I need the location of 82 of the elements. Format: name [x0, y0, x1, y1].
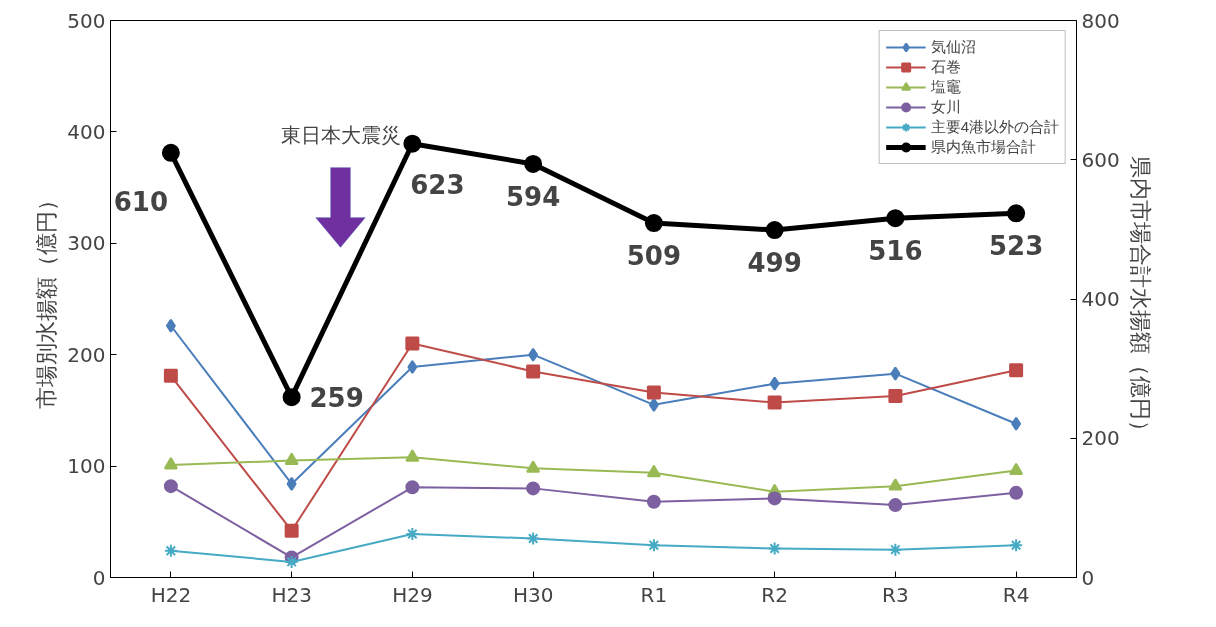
- y-tick-label: 500: [67, 8, 106, 33]
- y2-tick-label: 600: [1081, 147, 1120, 172]
- point: [1009, 538, 1024, 553]
- legend-label: 塩竈: [930, 77, 961, 97]
- data-label: 516: [868, 236, 923, 267]
- x-tick-label: R3: [882, 582, 909, 607]
- point: [161, 143, 180, 162]
- x-tick-label: H22: [150, 582, 192, 607]
- point: [163, 543, 178, 558]
- point: [888, 542, 903, 557]
- y2-tick-label: 200: [1081, 426, 1120, 451]
- point: [1011, 416, 1022, 431]
- point: [646, 538, 661, 553]
- point: [405, 449, 420, 462]
- x-tick-label: R2: [761, 582, 788, 607]
- point: [769, 376, 780, 391]
- y2-tick-label: 400: [1081, 287, 1120, 311]
- point: [644, 214, 663, 233]
- point: [163, 368, 178, 383]
- point: [767, 395, 782, 410]
- annotation: 東日本大震災: [280, 122, 401, 147]
- point: [526, 460, 541, 473]
- point: [1009, 462, 1024, 476]
- point: [286, 476, 297, 491]
- x-tick-label: R4: [1002, 582, 1030, 607]
- legend-label: 気仙沼: [930, 37, 976, 57]
- y2-tick-label: 0: [1081, 565, 1095, 590]
- point: [524, 154, 543, 173]
- y-axis-title: 市場別水揚額（億円）: [34, 189, 60, 409]
- x-tick-label: R1: [640, 582, 668, 607]
- point: [405, 527, 420, 542]
- point: [765, 221, 784, 240]
- point: [767, 491, 782, 506]
- point: [767, 541, 782, 556]
- point: [648, 397, 659, 412]
- x-tick-label: H23: [271, 582, 312, 607]
- point: [163, 479, 178, 494]
- point: [1009, 485, 1024, 500]
- y-tick-label: 0: [92, 565, 106, 590]
- point: [284, 554, 299, 569]
- y-tick-label: 200: [67, 342, 106, 367]
- point: [526, 531, 541, 546]
- point: [1009, 363, 1024, 378]
- data-label: 594: [505, 181, 561, 212]
- y2-tick-label: 800: [1081, 8, 1120, 33]
- point: [405, 336, 420, 351]
- point: [646, 494, 661, 509]
- data-label: 623: [410, 169, 465, 200]
- point: [407, 359, 418, 374]
- point: [890, 366, 901, 381]
- point: [526, 481, 541, 496]
- point: [646, 464, 661, 478]
- legend-label: 女川: [930, 97, 961, 117]
- point: [646, 385, 661, 400]
- legend-label: 県内魚市場合計: [930, 137, 1036, 157]
- point: [888, 498, 903, 513]
- data-label: 610: [113, 186, 169, 217]
- x-tick-label: H30: [512, 582, 554, 607]
- legend-label: 主要4港以外の合計: [930, 117, 1059, 137]
- x-tick-label: H29: [392, 582, 433, 607]
- point: [886, 209, 905, 228]
- data-label: 523: [988, 231, 1044, 262]
- data-label: 499: [747, 248, 802, 279]
- legend-label: 石巻: [930, 57, 961, 77]
- point: [282, 388, 301, 407]
- point: [163, 457, 178, 470]
- point: [403, 134, 422, 153]
- point: [888, 478, 903, 491]
- data-label: 259: [309, 383, 364, 414]
- data-label: 509: [626, 241, 682, 272]
- y-tick-label: 400: [67, 119, 106, 144]
- y2-axis-title: 県内市場合計水揚額（億円）: [1127, 156, 1153, 442]
- point: [165, 318, 176, 333]
- point: [405, 480, 420, 495]
- y-tick-label: 100: [67, 454, 106, 479]
- point: [526, 364, 541, 379]
- point: [1007, 204, 1026, 223]
- point: [284, 523, 299, 538]
- point: [888, 388, 903, 403]
- y-tick-label: 300: [67, 231, 106, 256]
- point: [528, 347, 539, 362]
- point: [284, 452, 299, 465]
